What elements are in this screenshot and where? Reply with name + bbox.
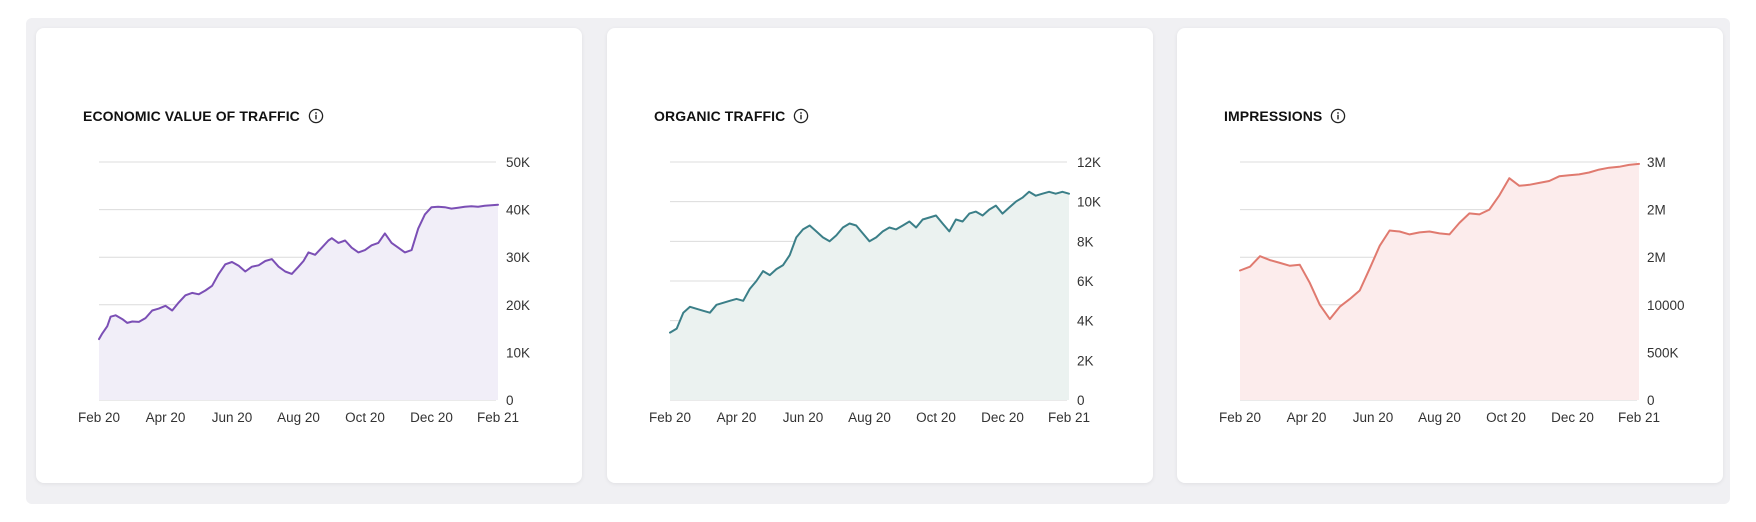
y-tick-label: 500K: [1647, 345, 1679, 360]
x-tick-label: Feb 20: [649, 410, 691, 425]
y-tick-label: 40K: [506, 203, 530, 218]
x-tick-label: Dec 20: [981, 410, 1024, 425]
y-tick-label: 6K: [1077, 274, 1094, 289]
card-title: IMPRESSIONS: [1224, 108, 1346, 124]
y-tick-label: 50K: [506, 155, 530, 170]
x-tick-label: Jun 20: [1353, 410, 1394, 425]
x-tick-label: Oct 20: [916, 410, 956, 425]
y-tick-label: 2M: [1647, 203, 1666, 218]
x-tick-label: Oct 20: [345, 410, 385, 425]
y-tick-label: 2K: [1077, 353, 1094, 368]
series-area: [670, 191, 1069, 400]
x-tick-label: Apr 20: [717, 410, 757, 425]
y-tick-label: 12K: [1077, 155, 1101, 170]
card-title: ECONOMIC VALUE OF TRAFFIC: [83, 108, 324, 124]
organic-traffic-card: ORGANIC TRAFFIC 0 2K 4K 6K 8K 10K 12K Feb 20 Apr…: [607, 28, 1153, 483]
x-tick-label: Oct 20: [1486, 410, 1526, 425]
y-tick-label: 3M: [1647, 155, 1666, 170]
x-tick-label: Dec 20: [410, 410, 453, 425]
y-tick-label: 10K: [1077, 195, 1101, 210]
series-line: [98, 203, 499, 341]
x-tick-label: Feb 20: [1219, 410, 1261, 425]
y-tick-label: 10000: [1647, 298, 1685, 313]
x-tick-label: Feb 21: [1048, 410, 1090, 425]
card-title: ORGANIC TRAFFIC: [654, 108, 809, 124]
y-tick-label: 0: [1077, 393, 1085, 408]
economic-value-chart: 0 10K 20K 30K 40K 50K Feb 20 Apr 20 Jun 20 Aug 20…: [78, 155, 530, 425]
info-icon[interactable]: [308, 108, 324, 124]
series-area: [99, 204, 498, 400]
y-tick-label: 2M: [1647, 250, 1666, 265]
series-area: [1240, 163, 1639, 400]
card-title-text: IMPRESSIONS: [1224, 108, 1323, 124]
x-tick-label: Dec 20: [1551, 410, 1594, 425]
x-tick-label: Feb 20: [78, 410, 120, 425]
y-tick-label: 10K: [506, 345, 530, 360]
y-tick-label: 0: [506, 393, 514, 408]
economic-value-card: ECONOMIC VALUE OF TRAFFIC 0 10K 20K 30K 40K 5…: [36, 28, 582, 483]
x-tick-label: Jun 20: [212, 410, 253, 425]
impressions-card: IMPRESSIONS 0 500K 10000 2M 2M 3M Feb 20 Apr 20…: [1177, 28, 1723, 483]
y-tick-label: 20K: [506, 298, 530, 313]
x-tick-label: Aug 20: [848, 410, 891, 425]
card-title-text: ORGANIC TRAFFIC: [654, 108, 786, 124]
y-tick-label: 8K: [1077, 234, 1094, 249]
x-tick-label: Feb 21: [477, 410, 519, 425]
card-title-text: ECONOMIC VALUE OF TRAFFIC: [83, 108, 300, 124]
info-icon[interactable]: [793, 108, 809, 124]
y-tick-label: 4K: [1077, 314, 1094, 329]
x-tick-label: Apr 20: [146, 410, 186, 425]
x-tick-label: Jun 20: [783, 410, 824, 425]
info-icon[interactable]: [1330, 108, 1346, 124]
x-tick-label: Aug 20: [277, 410, 320, 425]
x-tick-label: Apr 20: [1287, 410, 1327, 425]
y-tick-label: 30K: [506, 250, 530, 265]
impressions-chart: 0 500K 10000 2M 2M 3M Feb 20 Apr 20 Jun 20 Aug 20…: [1219, 155, 1685, 425]
x-tick-label: Aug 20: [1418, 410, 1461, 425]
y-tick-label: 0: [1647, 393, 1655, 408]
series-line: [669, 190, 1070, 334]
organic-traffic-chart: 0 2K 4K 6K 8K 10K 12K Feb 20 Apr 20 Jun 20 Aug 20 O…: [649, 155, 1101, 425]
series-line: [1239, 162, 1640, 321]
x-tick-label: Feb 21: [1618, 410, 1660, 425]
